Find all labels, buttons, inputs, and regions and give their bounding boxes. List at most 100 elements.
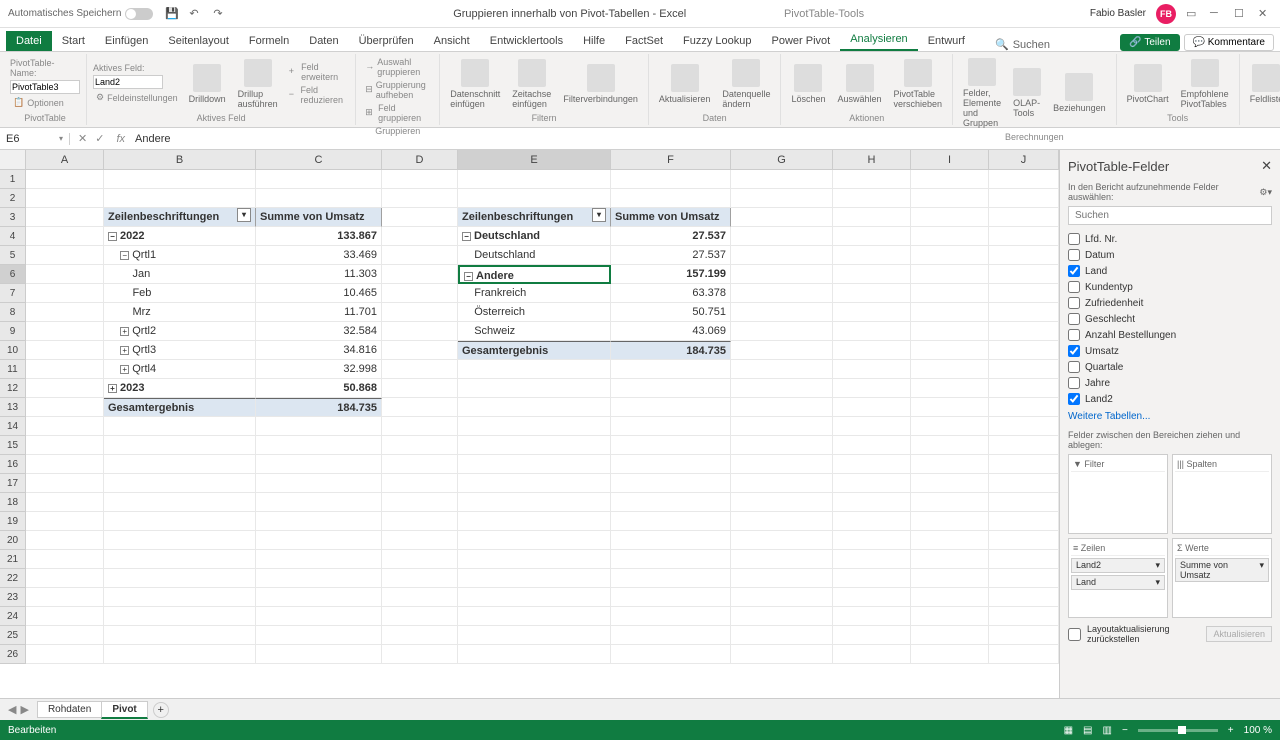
cell[interactable] bbox=[911, 493, 989, 512]
cell[interactable] bbox=[26, 474, 104, 493]
cell[interactable] bbox=[911, 588, 989, 607]
field-checkbox[interactable] bbox=[1068, 377, 1080, 389]
view-normal-icon[interactable]: ▦ bbox=[1064, 725, 1073, 736]
rows-area[interactable]: ≡ Zeilen Land2 Land bbox=[1068, 538, 1168, 618]
cell[interactable] bbox=[104, 417, 256, 436]
cell[interactable]: +Qrtl3 bbox=[104, 341, 256, 360]
slicer-button[interactable]: Datenschnitt einfügen bbox=[446, 57, 504, 111]
cell[interactable] bbox=[382, 626, 458, 645]
cell[interactable]: Deutschland bbox=[458, 246, 611, 265]
cell[interactable]: 50.751 bbox=[611, 303, 731, 322]
row-header[interactable]: 12 bbox=[0, 379, 26, 398]
cell[interactable] bbox=[989, 227, 1059, 246]
active-field-input[interactable] bbox=[93, 75, 163, 89]
cell[interactable] bbox=[256, 493, 382, 512]
row-header[interactable]: 24 bbox=[0, 607, 26, 626]
close-icon[interactable]: ✕ bbox=[1258, 7, 1272, 21]
cell[interactable] bbox=[731, 189, 833, 208]
field-checkbox[interactable] bbox=[1068, 265, 1080, 277]
cell[interactable] bbox=[611, 569, 731, 588]
field-checkbox[interactable] bbox=[1068, 329, 1080, 341]
field-checkbox[interactable] bbox=[1068, 345, 1080, 357]
cell[interactable]: +Qrtl2 bbox=[104, 322, 256, 341]
col-header-f[interactable]: F bbox=[611, 150, 731, 170]
tab-design[interactable]: Entwurf bbox=[918, 31, 975, 51]
cell[interactable] bbox=[26, 284, 104, 303]
cell[interactable] bbox=[256, 569, 382, 588]
view-page-icon[interactable]: ▤ bbox=[1083, 725, 1092, 736]
cell[interactable] bbox=[458, 360, 611, 379]
cell[interactable] bbox=[104, 645, 256, 664]
cell[interactable] bbox=[382, 455, 458, 474]
cell[interactable] bbox=[458, 569, 611, 588]
row-header[interactable]: 2 bbox=[0, 189, 26, 208]
cell[interactable] bbox=[382, 360, 458, 379]
zoom-slider[interactable] bbox=[1138, 729, 1218, 732]
cell[interactable] bbox=[989, 246, 1059, 265]
cell[interactable] bbox=[989, 493, 1059, 512]
tab-factset[interactable]: FactSet bbox=[615, 31, 673, 51]
cell[interactable] bbox=[833, 360, 911, 379]
cell[interactable] bbox=[833, 303, 911, 322]
row-header[interactable]: 3 bbox=[0, 208, 26, 227]
cell[interactable] bbox=[989, 284, 1059, 303]
cell[interactable] bbox=[911, 436, 989, 455]
tab-help[interactable]: Hilfe bbox=[573, 31, 615, 51]
cell[interactable] bbox=[911, 322, 989, 341]
cell[interactable] bbox=[833, 588, 911, 607]
cell[interactable] bbox=[26, 455, 104, 474]
cell[interactable] bbox=[26, 512, 104, 531]
cancel-icon[interactable]: ✕ bbox=[78, 132, 87, 145]
cell[interactable] bbox=[382, 189, 458, 208]
cell[interactable] bbox=[989, 474, 1059, 493]
cell[interactable]: 34.816 bbox=[256, 341, 382, 360]
cell[interactable] bbox=[731, 474, 833, 493]
row-header[interactable]: 1 bbox=[0, 170, 26, 189]
cell[interactable]: 11.303 bbox=[256, 265, 382, 284]
cell[interactable]: Feb bbox=[104, 284, 256, 303]
cell[interactable] bbox=[911, 550, 989, 569]
cell[interactable] bbox=[911, 170, 989, 189]
row-header[interactable]: 15 bbox=[0, 436, 26, 455]
cell[interactable] bbox=[911, 303, 989, 322]
cell[interactable] bbox=[911, 512, 989, 531]
cell[interactable] bbox=[833, 455, 911, 474]
cell[interactable] bbox=[382, 398, 458, 417]
cell[interactable] bbox=[382, 645, 458, 664]
search-label[interactable]: Suchen bbox=[1013, 39, 1050, 51]
cell[interactable] bbox=[731, 645, 833, 664]
values-area[interactable]: Σ Werte Summe von Umsatz bbox=[1172, 538, 1272, 618]
cell[interactable]: Mrz bbox=[104, 303, 256, 322]
cell[interactable] bbox=[989, 341, 1059, 360]
cell[interactable] bbox=[256, 455, 382, 474]
cell[interactable] bbox=[256, 550, 382, 569]
cell[interactable] bbox=[833, 170, 911, 189]
cell[interactable] bbox=[256, 531, 382, 550]
cell[interactable] bbox=[611, 645, 731, 664]
values-item-umsatz[interactable]: Summe von Umsatz bbox=[1175, 558, 1269, 582]
col-header-h[interactable]: H bbox=[833, 150, 911, 170]
cell[interactable] bbox=[833, 341, 911, 360]
cell[interactable] bbox=[382, 246, 458, 265]
cell[interactable] bbox=[833, 512, 911, 531]
cell[interactable]: +2023 bbox=[104, 379, 256, 398]
cell[interactable] bbox=[26, 341, 104, 360]
cell[interactable]: Summe von Umsatz bbox=[256, 208, 382, 227]
drillup-button[interactable]: Drillup ausführen bbox=[234, 57, 282, 111]
cell[interactable] bbox=[611, 607, 731, 626]
cell[interactable] bbox=[382, 322, 458, 341]
cell[interactable] bbox=[911, 284, 989, 303]
field-item[interactable]: Geschlecht bbox=[1068, 311, 1272, 327]
field-checkbox[interactable] bbox=[1068, 313, 1080, 325]
cell[interactable] bbox=[256, 417, 382, 436]
comments-button[interactable]: 💬 Kommentare bbox=[1184, 34, 1274, 51]
cell[interactable] bbox=[26, 379, 104, 398]
cell[interactable] bbox=[104, 170, 256, 189]
tab-fuzzy[interactable]: Fuzzy Lookup bbox=[673, 31, 761, 51]
tab-analyze[interactable]: Analysieren bbox=[840, 29, 917, 51]
cell[interactable]: 133.867 bbox=[256, 227, 382, 246]
cell[interactable] bbox=[833, 265, 911, 284]
cell[interactable] bbox=[911, 398, 989, 417]
cell[interactable] bbox=[458, 531, 611, 550]
cell[interactable] bbox=[911, 246, 989, 265]
